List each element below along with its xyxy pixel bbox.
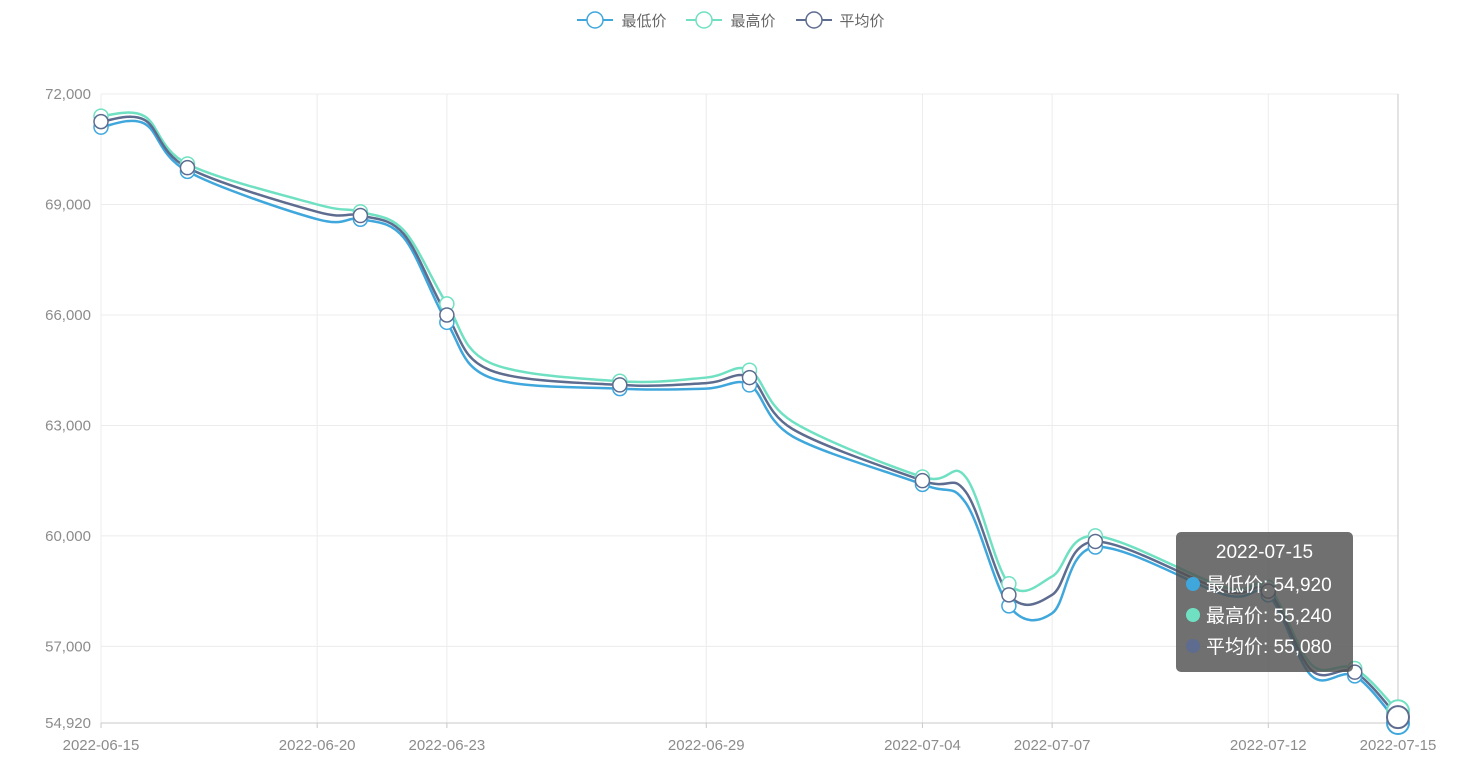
x-tick-label: 2022-07-15: [1360, 737, 1437, 754]
data-point-avg: [352, 207, 369, 224]
y-tick-label: 54,920: [45, 715, 91, 732]
tooltip-max-dot: [1186, 607, 1200, 622]
tooltip-avg-dot: [1186, 638, 1200, 653]
y-tick-label: 63,000: [45, 417, 91, 434]
tooltip-row-min: 最低价: 54,920: [1186, 568, 1343, 599]
chart-legend: 最低价 最高价 平均价: [0, 6, 1460, 34]
y-tick-label: 69,000: [45, 196, 91, 213]
legend-label: 最高价: [730, 11, 776, 30]
x-tick-label: 2022-06-29: [668, 737, 745, 754]
tooltip-title: 2022-07-15: [1215, 542, 1314, 563]
tooltip-max-label: 最高价: 55,240: [1206, 606, 1332, 627]
data-point-avg: [179, 159, 196, 176]
legend-symbol-icon: [686, 11, 723, 29]
tooltip-avg-label: 平均价: 55,080: [1206, 637, 1332, 658]
x-tick-label: 2022-07-07: [1014, 737, 1091, 754]
x-tick-label: 2022-06-20: [279, 737, 356, 754]
data-point-avg: [439, 307, 455, 323]
legend-item-2[interactable]: 平均价: [794, 10, 885, 31]
y-tick-label: 60,000: [45, 528, 91, 545]
legend-symbol-icon: [577, 11, 614, 29]
legend-symbol-icon: [795, 11, 832, 29]
data-point-avg: [1386, 705, 1410, 730]
chart-tooltip: 2022-07-15 最低价: 54,920 最高价: 55,240 平均价: …: [1176, 532, 1353, 672]
data-point-avg: [914, 472, 931, 489]
legend-label: 平均价: [839, 11, 885, 30]
legend-item-1[interactable]: 最高价: [684, 10, 776, 31]
x-tick-label: 2022-07-04: [884, 737, 961, 754]
tooltip-row-avg: 平均价: 55,080: [1186, 630, 1343, 661]
legend-item-0[interactable]: 最低价: [575, 10, 666, 31]
data-point-avg: [93, 113, 109, 130]
x-tick-label: 2022-07-12: [1230, 737, 1307, 754]
legend-label: 最低价: [621, 11, 667, 30]
data-point-avg: [1087, 533, 1104, 550]
tooltip-min-dot: [1186, 576, 1200, 591]
y-tick-label: 66,000: [45, 307, 91, 324]
data-point-avg: [1001, 587, 1017, 603]
y-tick-label: 72,000: [45, 86, 91, 103]
data-point-avg: [612, 377, 628, 393]
y-tick-label: 57,000: [45, 638, 91, 655]
data-point-avg: [741, 369, 758, 386]
x-tick-label: 2022-06-23: [408, 737, 485, 754]
x-tick-label: 2022-06-15: [63, 737, 140, 754]
tooltip-min-label: 最低价: 54,920: [1206, 575, 1332, 596]
tooltip-row-max: 最高价: 55,240: [1186, 599, 1343, 630]
